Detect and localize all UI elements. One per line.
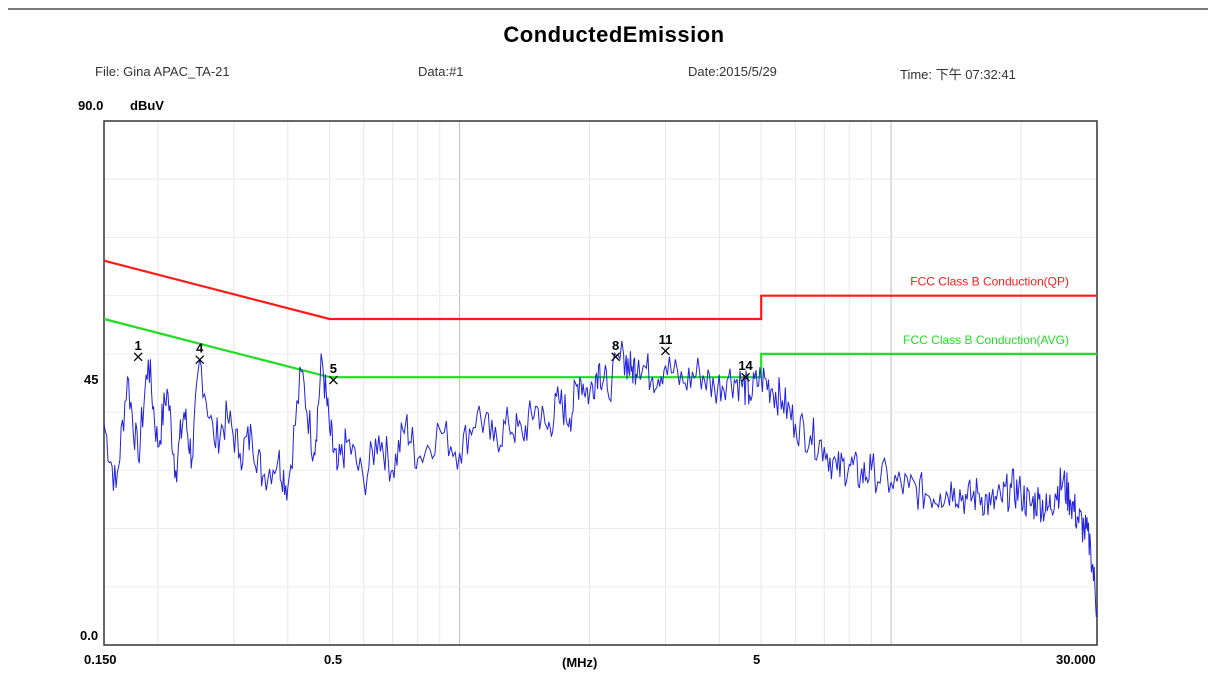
peak-marker-1: 1 xyxy=(133,338,143,362)
peak-marker-cross xyxy=(328,375,338,385)
y-tick-label-45: 45 xyxy=(84,372,99,387)
time-label: Time: 下午 07:32:41 xyxy=(900,67,1016,82)
limit-line-qp xyxy=(103,259,1097,321)
y-tick-label-0: 0.0 xyxy=(80,628,99,643)
series-line-0 xyxy=(103,340,1098,618)
x-tick-label-5: 5 xyxy=(753,652,761,667)
x-tick-label-30: 30.000 xyxy=(1056,652,1096,667)
limit-lines: FCC Class B Conduction(QP) FCC Class B Co… xyxy=(103,259,1097,379)
limit-line-label-avg: FCC Class B Conduction(AVG) xyxy=(903,333,1069,347)
peak-marker-label: 14 xyxy=(738,358,753,373)
peak-marker-cross xyxy=(741,372,751,382)
peak-marker-cross xyxy=(195,355,205,365)
limit-line-label-qp: FCC Class B Conduction(QP) xyxy=(910,275,1069,289)
limit-line-avg xyxy=(103,317,1097,379)
peak-marker-4: 4 xyxy=(195,341,205,365)
date-label: Date:2015/5/29 xyxy=(688,64,777,79)
peak-marker-label: 5 xyxy=(330,361,337,376)
y-axis-unit: dBuV xyxy=(130,98,164,113)
x-tick-label-0150: 0.150 xyxy=(84,652,117,667)
peak-marker-cross xyxy=(133,352,143,362)
peak-marker-8: 8 xyxy=(611,338,621,362)
plot-frame xyxy=(103,120,1098,646)
peak-marker-5: 5 xyxy=(328,361,338,385)
top-rule xyxy=(8,8,1208,10)
peak-marker-label: 1 xyxy=(135,338,142,353)
chart-title: ConductedEmission xyxy=(503,22,725,47)
peak-marker-label: 4 xyxy=(196,341,204,356)
data-series xyxy=(103,340,1098,618)
peak-marker-label: 11 xyxy=(659,332,673,347)
peak-marker-cross xyxy=(660,346,670,356)
data-label: Data:#1 xyxy=(418,64,464,79)
peak-marker-11: 11 xyxy=(659,332,673,356)
x-axis-unit: (MHz) xyxy=(562,655,598,670)
peak-marker-label: 8 xyxy=(612,338,619,353)
file-label: File: Gina APAC_TA-21 xyxy=(95,64,230,79)
peak-marker-cross xyxy=(611,352,621,362)
y-top-tick-label: 90.0 xyxy=(78,98,104,113)
peak-marker-14: 14 xyxy=(738,358,754,382)
x-tick-label-05: 0.5 xyxy=(324,652,343,667)
